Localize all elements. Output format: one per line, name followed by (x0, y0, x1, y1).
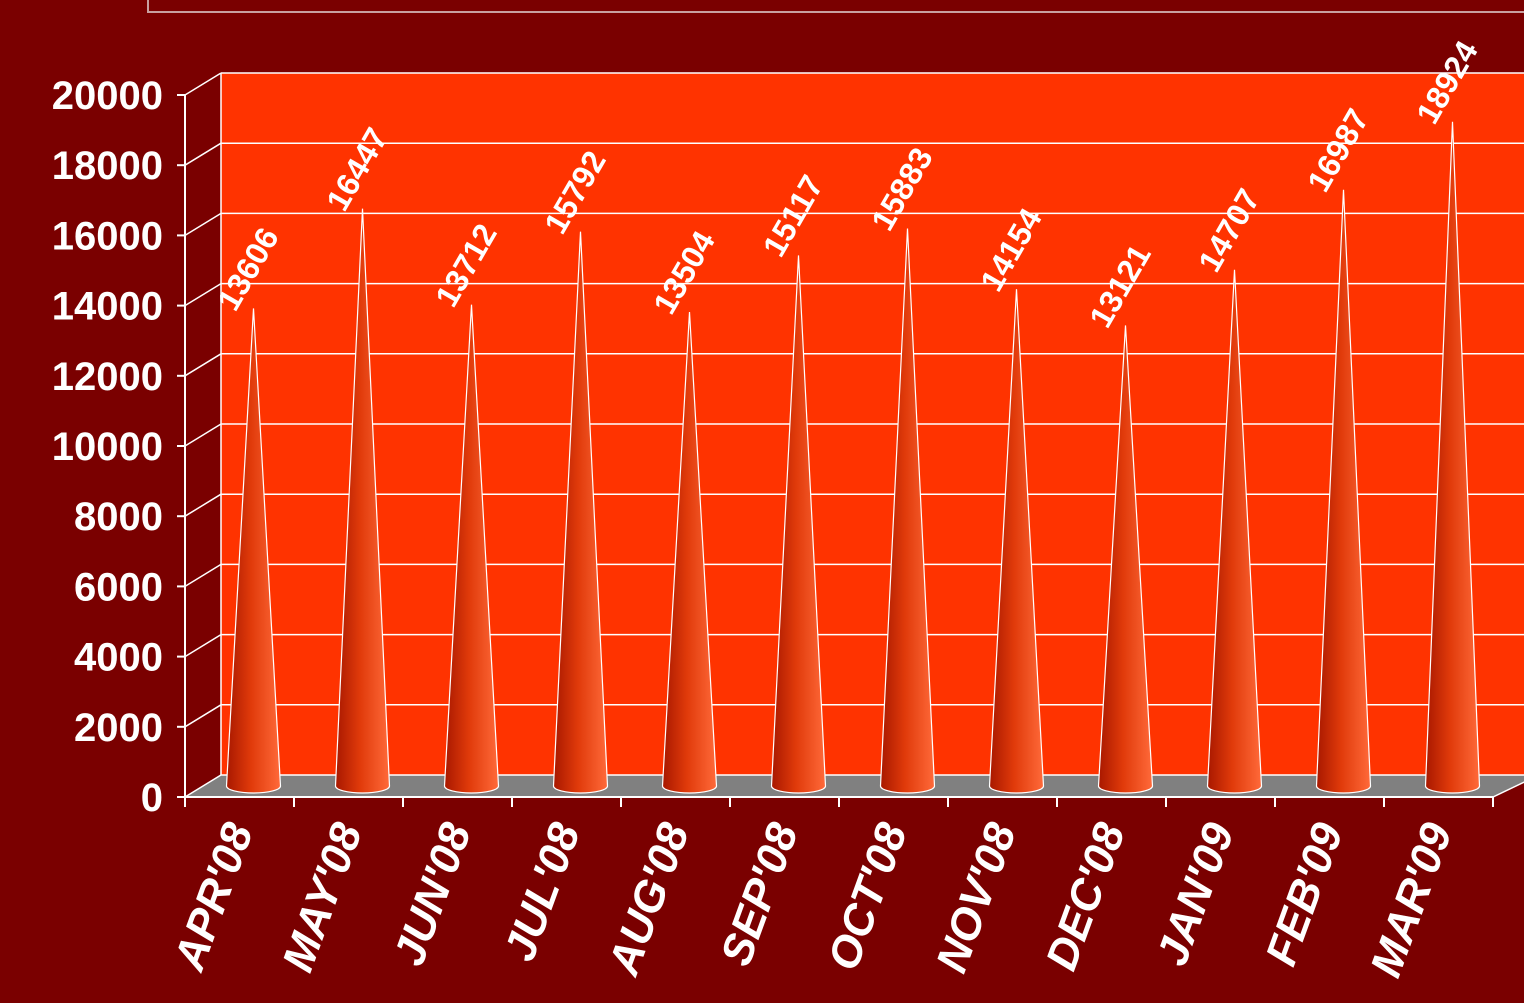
cone-SEP'08 (770, 255, 827, 794)
cone-JAN'09 (1206, 269, 1263, 794)
x-tick-label: SEP'08 (711, 816, 808, 972)
x-tick-label: AUG'08 (599, 816, 699, 982)
cone-bar (1424, 121, 1481, 794)
gridline-depth-2000 (184, 704, 222, 728)
cone-NOV'08 (988, 289, 1045, 794)
x-tick-label: DEC'08 (1037, 816, 1135, 976)
cone-MAY'08 (334, 208, 391, 794)
x-tick-label: JAN'09 (1147, 816, 1244, 972)
x-tick-label: NOV'08 (927, 816, 1026, 979)
cone-FEB'09 (1315, 189, 1372, 794)
gridline-depth-18000 (184, 142, 222, 166)
cone-JUN'08 (443, 304, 500, 794)
gridline-depth-8000 (184, 493, 222, 517)
x-tick-label: JUN'08 (384, 816, 481, 972)
cone-bar (1206, 269, 1263, 794)
x-tick-label: JUL'08 (495, 816, 590, 967)
cone-bar (552, 231, 609, 794)
x-tick-label: OCT'08 (819, 816, 917, 976)
gridline-depth-20000 (184, 72, 222, 96)
cone-bar (1097, 325, 1154, 794)
y-tick-label: 10000 (52, 425, 163, 469)
cone-bar (1315, 189, 1372, 794)
y-tick-label: 2000 (74, 706, 163, 750)
cone-OCT'08 (879, 228, 936, 794)
y-tick-label: 0 (141, 776, 163, 820)
gridline-depth-6000 (184, 563, 222, 588)
cone-DEC'08 (1097, 325, 1154, 794)
x-tick-label: FEB'09 (1256, 816, 1353, 972)
gridline-depth-16000 (184, 212, 222, 237)
cone-bar (988, 289, 1045, 794)
cone-AUG'08 (661, 311, 718, 794)
y-tick-label: 6000 (74, 565, 163, 609)
cone-bar (879, 228, 936, 794)
cone-bar (770, 255, 827, 794)
gridline-depth-12000 (184, 353, 222, 377)
y-tick-label: 18000 (52, 144, 163, 188)
gridline-depth-4000 (184, 633, 222, 658)
data-cones (225, 121, 1481, 794)
y-tick-label: 8000 (74, 495, 163, 539)
cone-MAR'09 (1424, 121, 1481, 794)
cone-APR'08 (225, 308, 282, 794)
gridline-depth-10000 (184, 423, 222, 447)
cone-JUL'08 (552, 231, 609, 794)
y-tick-label: 12000 (52, 355, 163, 399)
title-bar-remnant (147, 0, 1524, 13)
gridline-depth-14000 (184, 282, 222, 307)
cone-bar (443, 304, 500, 794)
x-tick-label: MAY'08 (273, 816, 372, 978)
cone-bar (225, 308, 282, 794)
cone-bar (334, 208, 391, 794)
y-tick-label: 16000 (52, 214, 163, 258)
y-tick-label: 4000 (74, 636, 163, 680)
y-tick-label: 20000 (52, 74, 163, 118)
cone-bar (661, 311, 718, 794)
x-tick-label: MAR'09 (1361, 816, 1462, 983)
y-tick-label: 14000 (52, 285, 163, 329)
x-tick-label: APR'08 (164, 816, 263, 977)
x-axis-ticks: APR'08 MAY'08 JUN'08 JUL'08 AUG'08 SEP'08 OCT'… (164, 816, 1462, 983)
y-axis-ticks: 0 2000 4000 6000 8000 10000 12000 14000 16000 180… (52, 74, 185, 820)
